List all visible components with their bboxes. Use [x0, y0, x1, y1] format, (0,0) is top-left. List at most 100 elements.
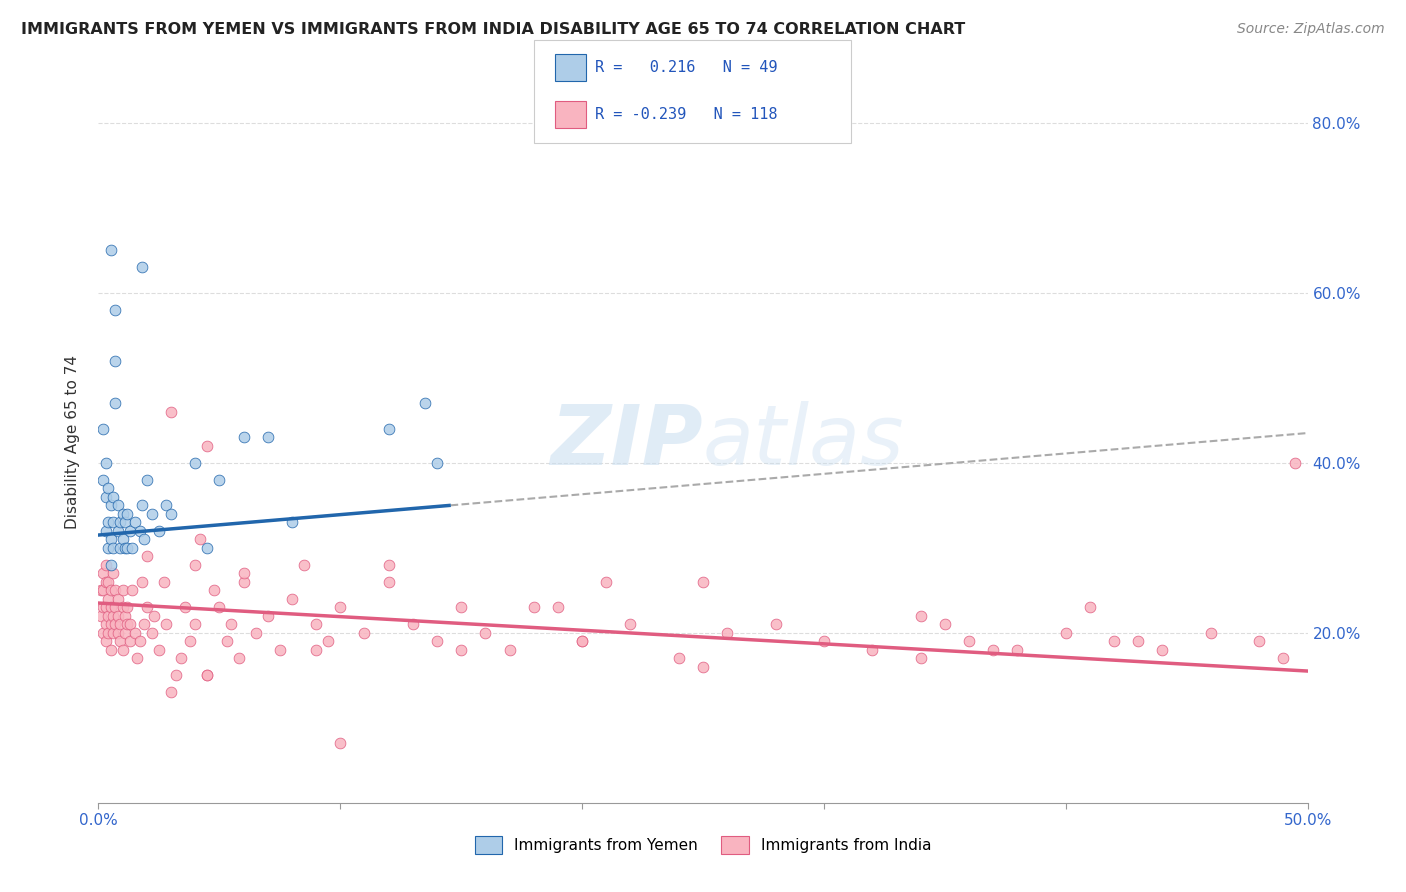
- Point: [91, 422, 114, 436]
- Point: [547, 600, 569, 615]
- Point: [228, 651, 250, 665]
- Point: [1102, 634, 1125, 648]
- Point: [860, 642, 883, 657]
- Point: [1249, 634, 1271, 648]
- Point: [108, 516, 131, 530]
- Point: [329, 736, 352, 750]
- Point: [135, 473, 157, 487]
- Point: [152, 574, 174, 589]
- Point: [117, 507, 139, 521]
- Point: [195, 668, 218, 682]
- Point: [134, 617, 156, 632]
- Point: [1007, 642, 1029, 657]
- Point: [104, 396, 127, 410]
- Point: [118, 617, 141, 632]
- Point: [692, 660, 714, 674]
- Point: [571, 634, 593, 648]
- Point: [169, 651, 191, 665]
- Point: [256, 430, 278, 444]
- Point: [124, 516, 146, 530]
- Point: [100, 533, 122, 547]
- Point: [1152, 642, 1174, 657]
- Point: [117, 617, 139, 632]
- Point: [121, 583, 143, 598]
- Point: [329, 600, 352, 615]
- Point: [97, 541, 120, 555]
- Point: [160, 685, 183, 699]
- Point: [114, 625, 136, 640]
- Point: [215, 634, 238, 648]
- Point: [498, 642, 520, 657]
- Point: [143, 608, 166, 623]
- Point: [100, 583, 122, 598]
- Point: [232, 566, 254, 581]
- Point: [232, 430, 254, 444]
- Point: [1078, 600, 1101, 615]
- Point: [111, 533, 134, 547]
- Point: [269, 642, 291, 657]
- Point: [114, 516, 136, 530]
- Point: [104, 353, 127, 368]
- Point: [413, 396, 436, 410]
- Text: IMMIGRANTS FROM YEMEN VS IMMIGRANTS FROM INDIA DISABILITY AGE 65 TO 74 CORRELATI: IMMIGRANTS FROM YEMEN VS IMMIGRANTS FROM…: [21, 22, 966, 37]
- Point: [97, 574, 120, 589]
- Point: [281, 516, 304, 530]
- Point: [134, 533, 156, 547]
- Point: [117, 600, 139, 615]
- Point: [256, 608, 278, 623]
- Point: [377, 558, 399, 572]
- Point: [131, 260, 153, 275]
- Point: [94, 600, 117, 615]
- Point: [910, 651, 932, 665]
- Point: [934, 617, 956, 632]
- Point: [97, 625, 120, 640]
- Point: [402, 617, 425, 632]
- Point: [104, 302, 127, 317]
- Point: [141, 625, 163, 640]
- Point: [1128, 634, 1150, 648]
- Text: Source: ZipAtlas.com: Source: ZipAtlas.com: [1237, 22, 1385, 37]
- Point: [316, 634, 339, 648]
- Point: [245, 625, 267, 640]
- Point: [148, 524, 170, 538]
- Point: [94, 524, 117, 538]
- Point: [195, 439, 218, 453]
- Point: [114, 608, 136, 623]
- Point: [135, 600, 157, 615]
- Point: [155, 498, 177, 512]
- Point: [571, 634, 593, 648]
- Point: [204, 583, 226, 598]
- Point: [111, 507, 134, 521]
- Point: [94, 456, 117, 470]
- Legend: Immigrants from Yemen, Immigrants from India: Immigrants from Yemen, Immigrants from I…: [468, 830, 938, 860]
- Point: [111, 583, 134, 598]
- Point: [668, 651, 690, 665]
- Text: ZIP: ZIP: [550, 401, 703, 482]
- Point: [523, 600, 546, 615]
- Point: [184, 617, 207, 632]
- Point: [100, 642, 122, 657]
- Point: [174, 600, 197, 615]
- Point: [426, 634, 449, 648]
- Point: [377, 574, 399, 589]
- Point: [114, 541, 136, 555]
- Point: [377, 422, 399, 436]
- Point: [94, 490, 117, 504]
- Point: [94, 634, 117, 648]
- Point: [128, 524, 150, 538]
- Point: [108, 617, 131, 632]
- Point: [765, 617, 787, 632]
- Point: [619, 617, 641, 632]
- Point: [101, 516, 124, 530]
- Point: [100, 244, 122, 258]
- Point: [208, 600, 231, 615]
- Y-axis label: Disability Age 65 to 74: Disability Age 65 to 74: [65, 354, 80, 529]
- Point: [118, 524, 141, 538]
- Point: [100, 558, 122, 572]
- Point: [131, 574, 153, 589]
- Point: [692, 574, 714, 589]
- Point: [957, 634, 980, 648]
- Point: [281, 591, 304, 606]
- Point: [124, 625, 146, 640]
- Point: [450, 600, 472, 615]
